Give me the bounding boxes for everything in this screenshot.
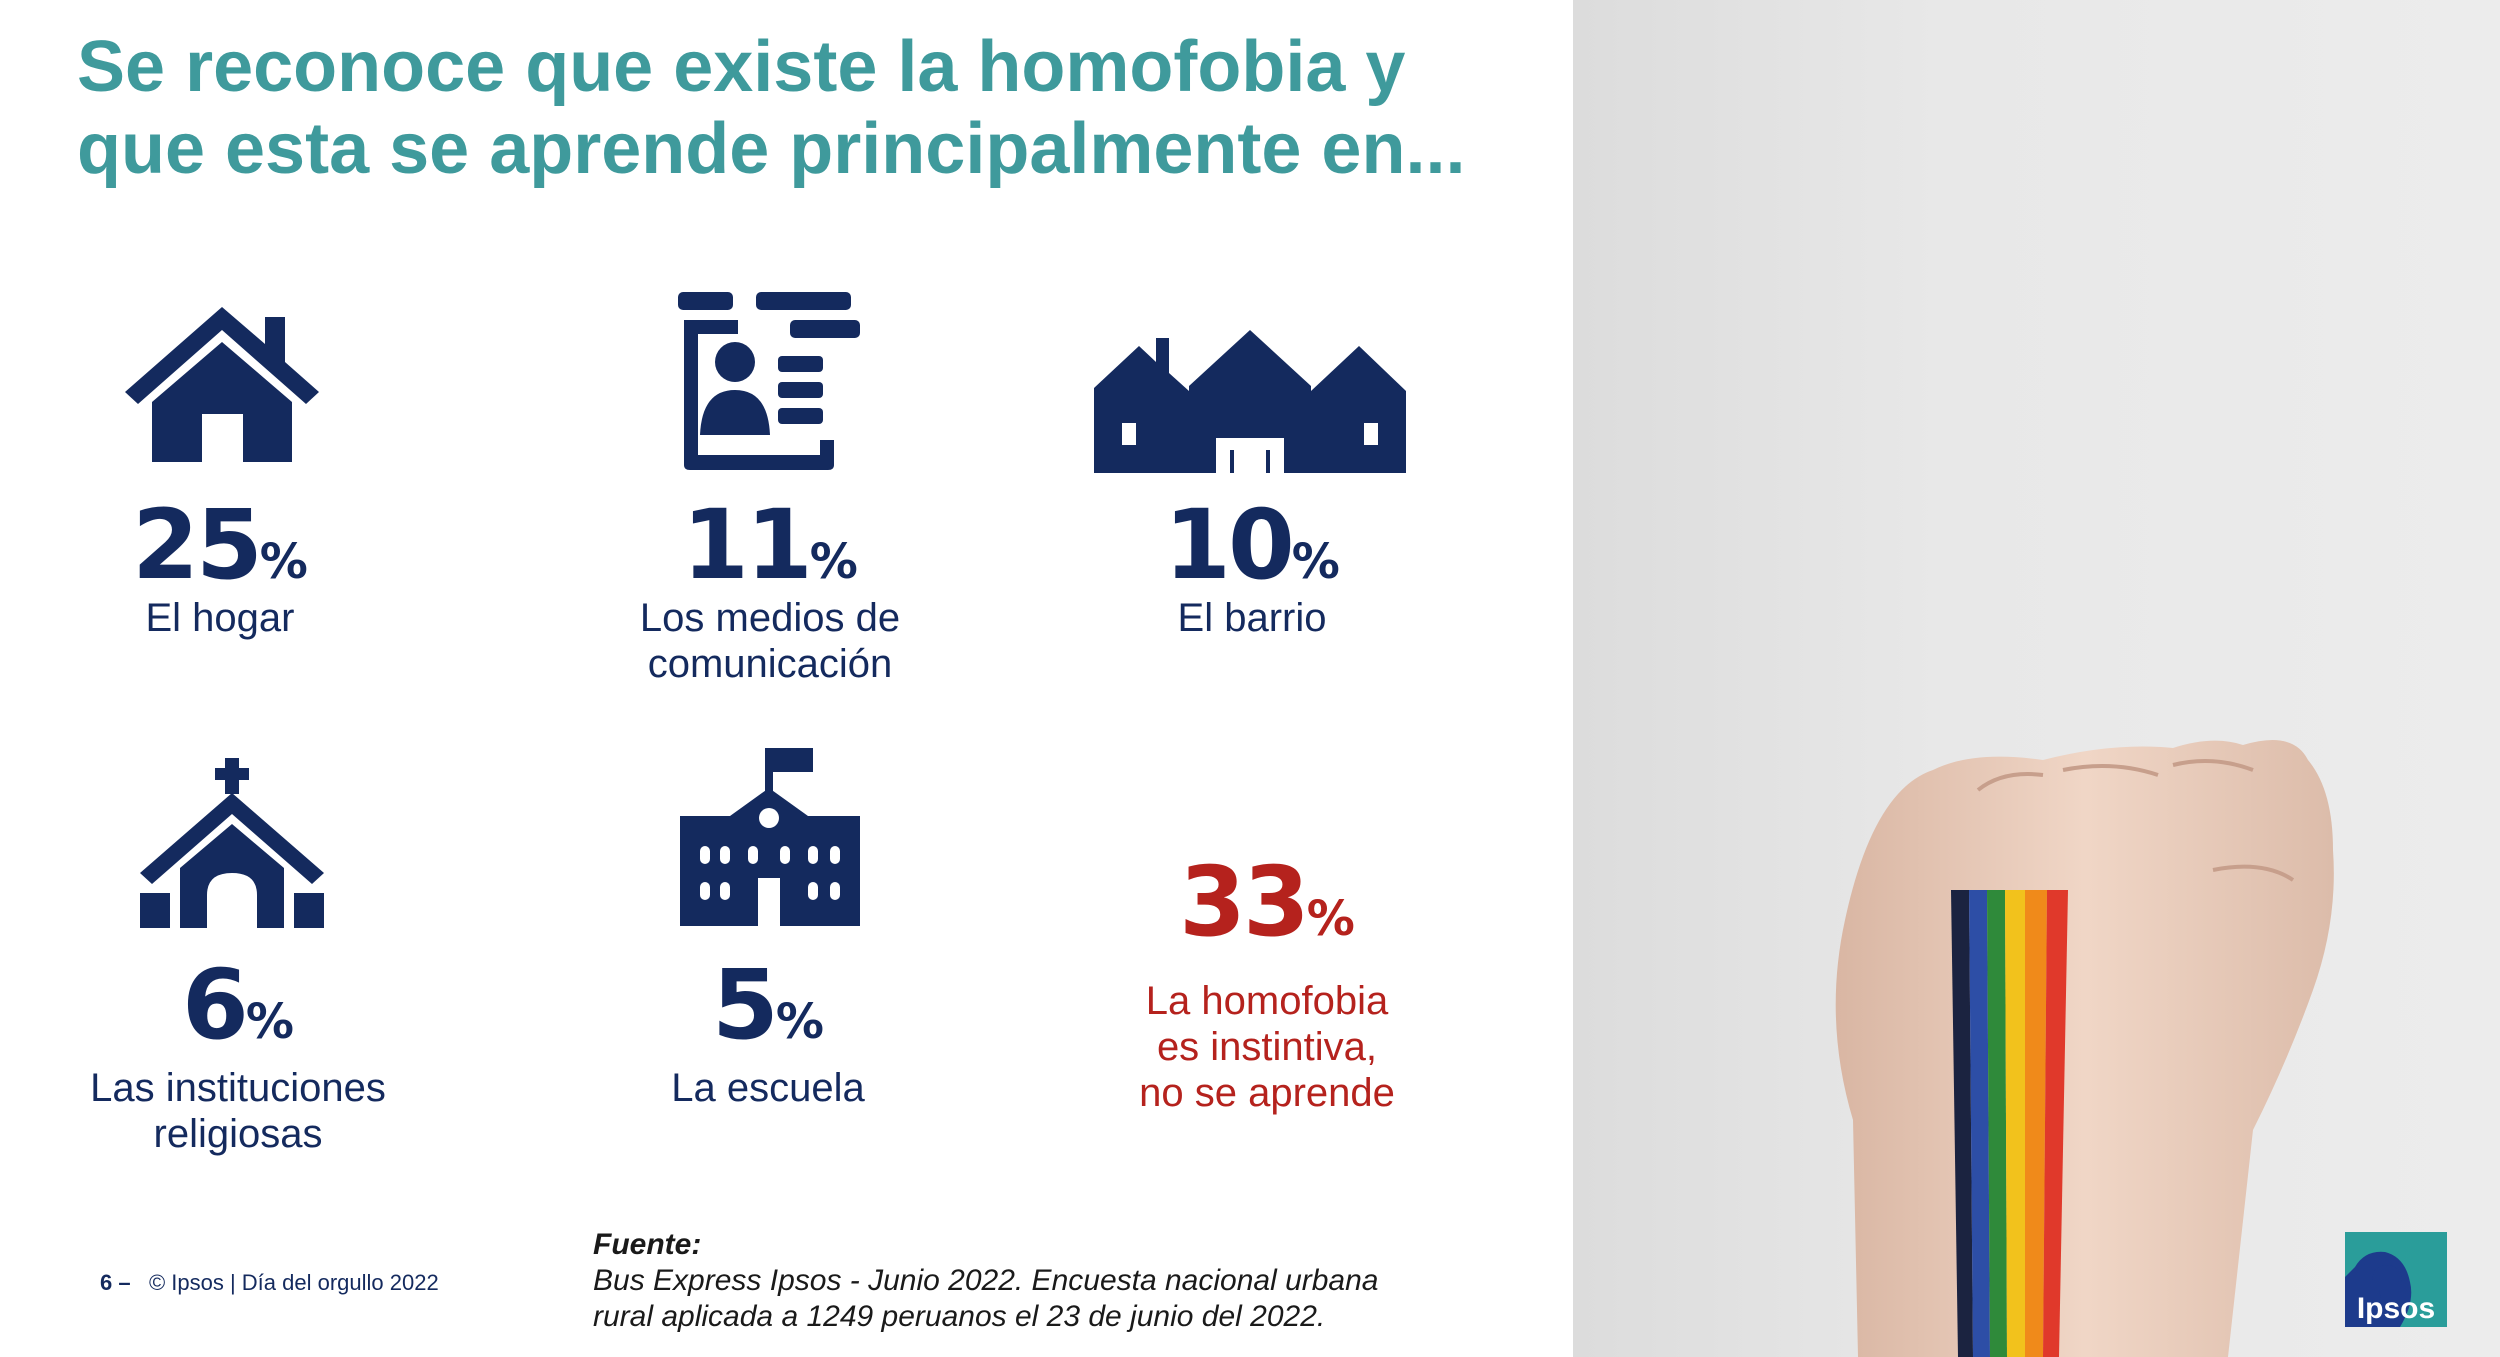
church-icon — [140, 758, 324, 928]
stat-label-line: Las instituciones — [90, 1066, 386, 1110]
neighborhood-houses-icon — [1094, 330, 1406, 473]
title-line-2: que esta se aprende principalmente en... — [77, 109, 1466, 189]
media-device-icon — [678, 292, 860, 470]
stat-instituciones-religiosas: 6% Las instituciones religiosas — [0, 758, 488, 1178]
stat-label: El barrio — [1002, 595, 1502, 641]
source-note: Fuente: Bus Express Ipsos - Junio 2022. … — [593, 1227, 1493, 1335]
source-line-2: rural aplicada a 1249 peruanos el 23 de … — [593, 1300, 1326, 1333]
stat-label: La escuela — [518, 1065, 1018, 1111]
stat-medios: 11% Los medios de comunicación — [520, 290, 1020, 710]
rainbow-fist-photo — [1573, 0, 2500, 1357]
stat-label-line: no se aprende — [1139, 1071, 1395, 1115]
page-number: 6 – — [100, 1270, 131, 1295]
raised-fist-image — [1835, 740, 2334, 1357]
stat-escuela: 5% La escuela — [518, 748, 1018, 1148]
stat-unit: % — [245, 994, 294, 1050]
footer-credit: 6 – © Ipsos | Día del orgullo 2022 — [100, 1270, 439, 1296]
rainbow-stripe — [1951, 890, 2068, 1357]
ipsos-logo: Ipsos — [2345, 1232, 2447, 1327]
stat-label: Las instituciones religiosas — [0, 1065, 488, 1157]
stat-value: 33 — [1179, 846, 1310, 958]
school-building-icon — [680, 748, 860, 926]
stat-unit: % — [775, 994, 824, 1050]
stat-label-line: es instintiva, — [1156, 1025, 1378, 1069]
stat-value: 25 — [132, 489, 263, 601]
stat-label: Los medios de comunicación — [520, 595, 1020, 687]
stat-label: La homofobia es instintiva, no se aprend… — [1017, 978, 1517, 1116]
stat-hogar: 25% El hogar — [0, 290, 470, 690]
stat-value: 11 — [682, 489, 813, 601]
stat-label-line: La homofobia — [1145, 979, 1389, 1023]
stat-label-line: Los medios de — [639, 596, 901, 640]
title-line-1: Se reconoce que existe la homofobia y — [77, 27, 1406, 107]
stat-label-line: religiosas — [153, 1112, 323, 1156]
copyright-text: © Ipsos | Día del orgullo 2022 — [148, 1270, 439, 1295]
stat-label-line: El barrio — [1177, 596, 1327, 640]
stat-label-line: La escuela — [671, 1066, 865, 1110]
source-heading: Fuente: — [593, 1228, 702, 1261]
stat-unit: % — [259, 534, 308, 590]
page-title: Se reconoce que existe la homofobia y qu… — [77, 26, 1557, 190]
stat-value: 5 — [712, 949, 779, 1061]
stat-label-line: El hogar — [145, 596, 295, 640]
stat-barrio: 10% El barrio — [1002, 290, 1502, 690]
logo-text: Ipsos — [2357, 1292, 2435, 1325]
stat-unit: % — [1306, 891, 1355, 947]
stat-value: 10 — [1164, 489, 1295, 601]
stat-label: El hogar — [0, 595, 470, 641]
stat-value: 6 — [182, 949, 249, 1061]
house-icon — [125, 307, 319, 462]
source-line-1: Bus Express Ipsos - Junio 2022. Encuesta… — [593, 1264, 1379, 1297]
stat-label-line: comunicación — [647, 642, 893, 686]
stat-unit: % — [1291, 534, 1340, 590]
stat-unit: % — [809, 534, 858, 590]
stat-instintiva: 33% La homofobia es instintiva, no se ap… — [1017, 852, 1517, 1152]
